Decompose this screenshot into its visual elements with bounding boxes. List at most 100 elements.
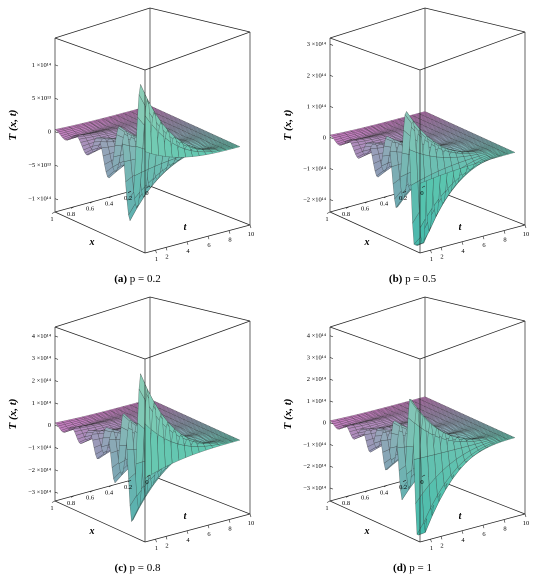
z-tick-label: 2 ×10¹⁴ (307, 376, 327, 383)
z-tick-mark (54, 64, 59, 67)
z-tick-label: −3 ×10¹⁴ (303, 485, 327, 492)
z-axis-label: T (x, t) (7, 110, 19, 141)
x-tick-mark (326, 500, 331, 503)
t-tick-label: 10 (248, 520, 255, 527)
z-tick-mark (329, 357, 334, 359)
caption-a: (a) p = 0.2 (0, 273, 275, 285)
box-edge (149, 185, 251, 226)
t-tick-mark (482, 525, 485, 529)
z-tick-label: −1 ×10¹⁴ (28, 444, 52, 451)
box-edge (149, 296, 251, 322)
t-tick-mark (155, 250, 157, 254)
t-tick-label: 1 (155, 545, 158, 552)
x-tick-label: 1 (50, 505, 53, 512)
x-tick-mark (402, 479, 407, 482)
caption-letter: (d) (393, 562, 407, 574)
t-tick-label: 6 (207, 242, 211, 249)
x-tick-mark (89, 201, 94, 204)
t-tick-mark (524, 224, 527, 229)
surface-patch (409, 149, 418, 186)
x-tick-label: 0.4 (380, 489, 389, 496)
x-tick-mark (127, 479, 132, 482)
x-tick-label: 0.6 (86, 206, 95, 213)
x-tick-label: 0 (145, 479, 148, 486)
x-tick-label: 0.6 (86, 495, 95, 502)
surface-plot-a: 1 ×10¹⁴ 5 ×10¹³ 0 −5 ×10¹³ −1 ×10¹⁴ T (x, t) 0… (7, 7, 254, 263)
z-tick-label: −2 ×10¹⁴ (28, 467, 52, 474)
z-tick-mark (329, 422, 334, 425)
surface-patch (108, 439, 118, 454)
t-tick-mark (207, 236, 210, 240)
box-edge (54, 211, 146, 254)
box-edge (144, 513, 251, 543)
box-edge (419, 513, 526, 543)
z-axis-label: T (x, t) (282, 399, 294, 430)
t-tick-label: 4 (186, 248, 190, 255)
t-tick-mark (249, 513, 252, 518)
surface-mesh (329, 396, 516, 536)
z-tick-mark (54, 335, 59, 338)
t-tick-mark (186, 530, 189, 534)
t-tick-label: 10 (523, 520, 530, 527)
t-tick-mark (461, 241, 464, 245)
surface-plot-b: 3 ×10¹⁴ 2 ×10¹⁴ 1 ×10¹⁴ 0 −1 ×10¹⁴ −2 ×10¹⁴ T … (282, 7, 530, 263)
z-tick-label: 4 ×10¹⁴ (307, 333, 327, 340)
caption-b: (b) p = 0.5 (275, 273, 550, 285)
z-tick-mark (329, 168, 334, 170)
z-tick-label: 1 ×10¹⁴ (32, 62, 52, 69)
t-tick-label: 6 (482, 531, 486, 538)
chart-panel-b: 3 ×10¹⁴ 2 ×10¹⁴ 1 ×10¹⁴ 0 −1 ×10¹⁴ −2 ×10¹⁴ T … (275, 0, 550, 289)
t-tick-label: 8 (503, 526, 506, 533)
t-tick-label: 10 (523, 231, 530, 238)
t-tick-label: 8 (228, 237, 231, 244)
box-edge (419, 224, 526, 254)
z-tick-label: 1 ×10¹⁴ (32, 400, 52, 407)
x-tick-label: 0.4 (380, 200, 389, 207)
surface-patch (329, 419, 339, 423)
t-tick-mark (249, 224, 252, 229)
x-tick-mark (383, 196, 388, 199)
box-edge (144, 224, 251, 254)
x-tick-mark (345, 206, 350, 209)
z-tick-mark (329, 400, 334, 403)
z-tick-mark (54, 164, 59, 167)
box-edge (424, 296, 526, 322)
z-tick-mark (329, 106, 334, 108)
t-tick-label: 6 (207, 531, 211, 538)
caption-d: (d) p = 1 (275, 562, 550, 574)
surface-patch (99, 141, 109, 149)
z-tick-label: 0 (48, 129, 51, 136)
surface-mesh (329, 111, 516, 246)
box-edge (419, 31, 526, 71)
t-tick-label: 1 (155, 256, 158, 263)
z-tick-label: −1 ×10¹⁴ (28, 196, 52, 203)
t-tick-label: 1 (430, 256, 433, 263)
x-axis-label: x (364, 237, 370, 248)
z-tick-label: −2 ×10¹⁴ (303, 463, 327, 470)
box-edge (54, 7, 151, 39)
t-tick-mark (207, 525, 210, 529)
z-tick-mark (54, 491, 59, 494)
x-tick-mark (345, 495, 350, 498)
box-edge (329, 37, 421, 71)
surface-patch (102, 430, 112, 439)
x-tick-mark (89, 490, 94, 493)
x-tick-label: 0.8 (342, 500, 350, 507)
x-tick-mark (51, 500, 56, 503)
z-tick-label: 3 ×10¹⁴ (307, 354, 327, 361)
surface-mesh (54, 84, 241, 222)
x-tick-label: 0.6 (361, 495, 370, 502)
box-edge (149, 7, 251, 33)
x-tick-mark (70, 495, 75, 498)
z-tick-mark (329, 335, 334, 338)
z-tick-mark (54, 131, 59, 134)
t-tick-mark (228, 230, 231, 234)
x-tick-label: 1 (325, 505, 328, 512)
chart-panel-d: 4 ×10¹⁴ 3 ×10¹⁴ 2 ×10¹⁴ 1 ×10¹⁴ 0 −1 ×10¹⁴ −2 … (275, 289, 550, 578)
z-tick-mark (329, 199, 334, 202)
x-tick-label: 0.2 (399, 484, 407, 491)
box-edge (144, 320, 251, 360)
caption-text: p = 1 (409, 562, 432, 574)
x-tick-mark (402, 190, 407, 193)
z-tick-mark (329, 487, 334, 490)
